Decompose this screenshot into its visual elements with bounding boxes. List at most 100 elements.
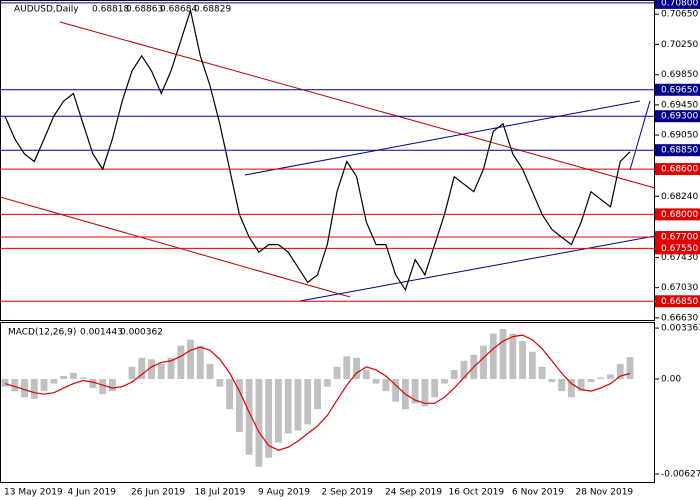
y-tick-label: 0.69850 xyxy=(661,70,698,80)
header-value: 0.001443 xyxy=(80,328,123,338)
header-value: 0.68829 xyxy=(194,5,231,15)
histogram-bar xyxy=(157,363,165,380)
histogram-bar xyxy=(616,363,624,380)
level-label: 0.67550 xyxy=(661,244,698,254)
histogram-bar xyxy=(597,377,605,380)
trend-line xyxy=(629,100,651,171)
histogram-bar xyxy=(577,379,585,392)
trend-line xyxy=(59,21,656,189)
histogram-bar xyxy=(148,359,155,380)
level-label-box xyxy=(655,83,700,96)
histogram-bar xyxy=(265,379,273,458)
histogram-bar xyxy=(489,333,497,380)
histogram-bar xyxy=(177,345,185,380)
x-tick-label: 9 Aug 2019 xyxy=(258,488,310,498)
y-tick-label: 0.67030 xyxy=(661,283,698,293)
histogram-bar xyxy=(441,379,448,384)
x-tick-label: 4 Jun 2019 xyxy=(68,488,117,498)
header-value: 0.000362 xyxy=(120,328,163,338)
y-tick-label: 0.68240 xyxy=(661,192,698,202)
y-tick-label: -0.006271 xyxy=(661,469,700,479)
histogram-bar xyxy=(509,333,517,380)
histogram-bar xyxy=(1,379,9,387)
histogram-bar xyxy=(69,372,77,380)
histogram-bar xyxy=(245,379,253,455)
symbol-title: AUDUSD,Daily xyxy=(14,5,79,15)
y-tick-label: 0.00 xyxy=(661,375,681,385)
histogram-bar xyxy=(460,360,468,380)
histogram-bar xyxy=(333,366,341,380)
level-label: 0.66850 xyxy=(661,297,698,307)
histogram-bar xyxy=(206,363,214,380)
x-tick-label: 18 Jul 2019 xyxy=(195,488,246,498)
histogram-bar xyxy=(275,379,282,443)
trend-line xyxy=(244,100,641,176)
level-label: 0.69300 xyxy=(661,112,698,122)
histogram-bar xyxy=(372,379,380,384)
histogram-bar xyxy=(362,369,370,380)
header-value: 0.68684 xyxy=(160,5,197,15)
histogram-bar xyxy=(304,379,312,425)
y-tick-label: 0.70650 xyxy=(661,10,698,20)
histogram-bar xyxy=(392,379,400,402)
histogram-bar xyxy=(382,379,390,392)
level-label-box xyxy=(655,231,700,244)
histogram-bar xyxy=(89,379,97,389)
histogram-bar xyxy=(196,345,204,380)
histogram-bar xyxy=(411,379,419,404)
histogram-bar xyxy=(40,379,48,392)
price-line xyxy=(4,8,631,292)
histogram-bar xyxy=(138,357,146,380)
level-label: 0.70800 xyxy=(661,0,698,8)
histogram-bar xyxy=(79,377,87,380)
price-frame xyxy=(0,0,655,321)
trend-line xyxy=(299,235,656,302)
histogram-bar xyxy=(235,379,243,433)
histogram-bar xyxy=(109,379,116,392)
histogram-bar xyxy=(294,379,302,431)
histogram-bar xyxy=(167,357,175,380)
y-tick-label: 0.69050 xyxy=(661,131,698,141)
x-tick-label: 6 Nov 2019 xyxy=(512,488,564,498)
histogram-bar xyxy=(11,379,19,392)
histogram-bar xyxy=(284,379,292,434)
histogram-bar xyxy=(60,376,68,380)
x-tick-label: 26 Jun 2019 xyxy=(131,488,185,498)
histogram-bar xyxy=(216,379,224,387)
histogram-bar xyxy=(343,356,351,380)
histogram-bar xyxy=(50,379,58,384)
y-tick-label: 0.67430 xyxy=(661,253,698,263)
histogram-bar xyxy=(607,374,614,380)
level-label: 0.68600 xyxy=(661,165,698,175)
level-label: 0.68850 xyxy=(661,146,698,156)
level-label-box xyxy=(655,110,700,123)
histogram-bar xyxy=(314,379,321,410)
x-tick-label: 16 Oct 2019 xyxy=(449,488,505,498)
level-label-box xyxy=(655,163,700,176)
level-label-box xyxy=(655,0,700,9)
histogram-bar xyxy=(226,379,234,410)
x-tick-label: 24 Sep 2019 xyxy=(385,488,442,498)
histogram-bar xyxy=(626,357,634,380)
histogram-bar xyxy=(558,379,566,392)
macd-title: MACD(12,26,9) xyxy=(8,328,76,338)
histogram-bar xyxy=(480,345,487,380)
y-tick-label: 0.70250 xyxy=(661,40,698,50)
signal-line xyxy=(4,334,631,451)
histogram-bar xyxy=(30,379,38,399)
histogram-bar xyxy=(431,379,439,398)
y-tick-label: 0.69450 xyxy=(661,100,698,110)
histogram-bar xyxy=(450,369,458,380)
x-tick-label: 13 May 2019 xyxy=(4,488,63,498)
level-label: 0.67700 xyxy=(661,233,698,243)
x-tick-label: 2 Sep 2019 xyxy=(322,488,374,498)
level-label-box xyxy=(655,295,700,308)
histogram-bar xyxy=(21,379,28,398)
x-tick-label: 28 Nov 2019 xyxy=(576,488,634,498)
histogram-bar xyxy=(187,339,194,380)
histogram-bar xyxy=(519,341,526,380)
histogram-bar xyxy=(99,379,107,395)
histogram-bar xyxy=(528,351,536,380)
